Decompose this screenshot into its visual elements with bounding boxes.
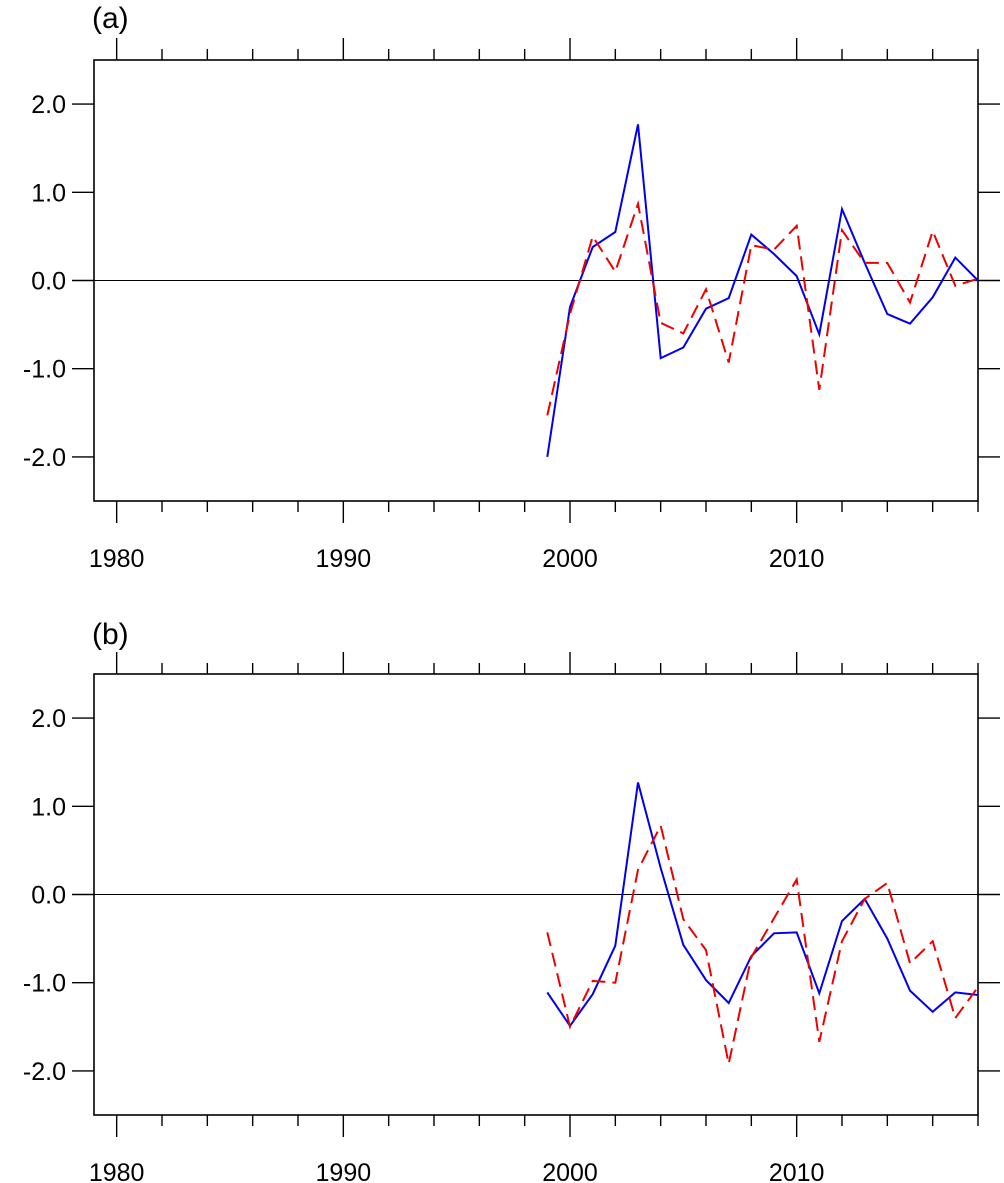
y-tick-label: 2.0 [31,705,66,733]
series-line-dashed [546,822,979,1065]
panel-label-a: (a) [92,2,129,35]
y-tick-label: -2.0 [23,1058,66,1086]
x-tick-label: 2000 [542,1159,598,1183]
x-tick-label: 1980 [89,545,145,573]
panel-label-b: (b) [92,618,129,651]
x-tick-label: 2010 [769,1159,825,1183]
series-line-solid [546,782,979,1028]
y-tick-label: 1.0 [31,179,66,207]
panel-b: (b) 1980 1990 2000 2010 -2.0 -1.0 0.0 1.0 2.0 [23,618,1000,1183]
x-tick-label: 1990 [316,545,372,573]
y-tick-label: 2.0 [31,91,66,119]
y-tick-label: -2.0 [23,444,66,472]
series-line-dashed [546,199,979,416]
series-line-solid [546,124,979,458]
x-tick-label: 1980 [89,1159,145,1183]
x-tick-label: 1990 [316,1159,372,1183]
y-tick-label: 0.0 [31,268,66,296]
y-tick-label: -1.0 [23,356,66,384]
panel-a: (a) 1980 1990 2000 2010 -2.0 -1.0 0.0 1.0 2.0 [23,2,1000,573]
y-tick-label: 1.0 [31,793,66,821]
y-tick-label: -1.0 [23,970,66,998]
y-tick-label: 0.0 [31,882,66,910]
x-tick-label: 2000 [542,545,598,573]
x-tick-label: 2010 [769,545,825,573]
